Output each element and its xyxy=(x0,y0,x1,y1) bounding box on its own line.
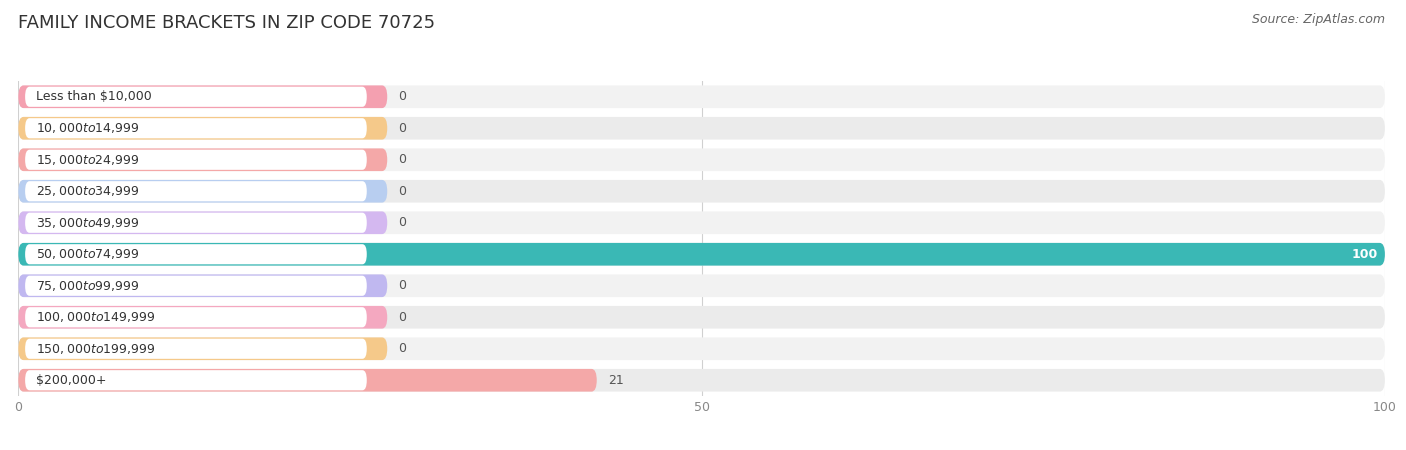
FancyBboxPatch shape xyxy=(18,369,1385,392)
FancyBboxPatch shape xyxy=(18,369,596,392)
FancyBboxPatch shape xyxy=(18,212,1385,234)
Text: $35,000 to $49,999: $35,000 to $49,999 xyxy=(37,216,139,230)
FancyBboxPatch shape xyxy=(18,306,1385,328)
Text: FAMILY INCOME BRACKETS IN ZIP CODE 70725: FAMILY INCOME BRACKETS IN ZIP CODE 70725 xyxy=(18,14,436,32)
Text: 0: 0 xyxy=(398,185,406,198)
FancyBboxPatch shape xyxy=(18,148,387,171)
FancyBboxPatch shape xyxy=(25,370,367,390)
FancyBboxPatch shape xyxy=(18,212,387,234)
Text: $25,000 to $34,999: $25,000 to $34,999 xyxy=(37,184,139,198)
Text: $50,000 to $74,999: $50,000 to $74,999 xyxy=(37,247,139,261)
Text: 0: 0 xyxy=(398,90,406,103)
FancyBboxPatch shape xyxy=(25,118,367,138)
Text: 0: 0 xyxy=(398,311,406,324)
FancyBboxPatch shape xyxy=(25,244,367,264)
FancyBboxPatch shape xyxy=(18,148,1385,171)
Text: $10,000 to $14,999: $10,000 to $14,999 xyxy=(37,121,139,135)
Text: $100,000 to $149,999: $100,000 to $149,999 xyxy=(37,310,156,324)
FancyBboxPatch shape xyxy=(18,180,1385,202)
Text: $150,000 to $199,999: $150,000 to $199,999 xyxy=(37,342,156,356)
FancyBboxPatch shape xyxy=(25,150,367,170)
FancyBboxPatch shape xyxy=(18,306,387,328)
FancyBboxPatch shape xyxy=(18,180,387,202)
FancyBboxPatch shape xyxy=(18,243,1385,266)
FancyBboxPatch shape xyxy=(18,338,387,360)
FancyBboxPatch shape xyxy=(18,86,387,108)
Text: $15,000 to $24,999: $15,000 to $24,999 xyxy=(37,153,139,167)
Text: 0: 0 xyxy=(398,122,406,135)
FancyBboxPatch shape xyxy=(25,87,367,107)
Text: 0: 0 xyxy=(398,216,406,229)
Text: 0: 0 xyxy=(398,342,406,355)
FancyBboxPatch shape xyxy=(18,338,1385,360)
Text: 100: 100 xyxy=(1351,248,1378,261)
FancyBboxPatch shape xyxy=(18,117,387,140)
FancyBboxPatch shape xyxy=(25,213,367,233)
FancyBboxPatch shape xyxy=(25,181,367,201)
Text: $200,000+: $200,000+ xyxy=(37,374,107,387)
Text: 0: 0 xyxy=(398,153,406,166)
Text: Source: ZipAtlas.com: Source: ZipAtlas.com xyxy=(1251,14,1385,27)
Text: Less than $10,000: Less than $10,000 xyxy=(37,90,152,103)
FancyBboxPatch shape xyxy=(25,307,367,327)
FancyBboxPatch shape xyxy=(25,339,367,359)
FancyBboxPatch shape xyxy=(25,276,367,296)
Text: 0: 0 xyxy=(398,279,406,292)
FancyBboxPatch shape xyxy=(18,274,387,297)
FancyBboxPatch shape xyxy=(18,86,1385,108)
Text: 21: 21 xyxy=(607,374,623,387)
FancyBboxPatch shape xyxy=(18,117,1385,140)
FancyBboxPatch shape xyxy=(18,243,1385,266)
FancyBboxPatch shape xyxy=(18,274,1385,297)
Text: $75,000 to $99,999: $75,000 to $99,999 xyxy=(37,279,139,293)
